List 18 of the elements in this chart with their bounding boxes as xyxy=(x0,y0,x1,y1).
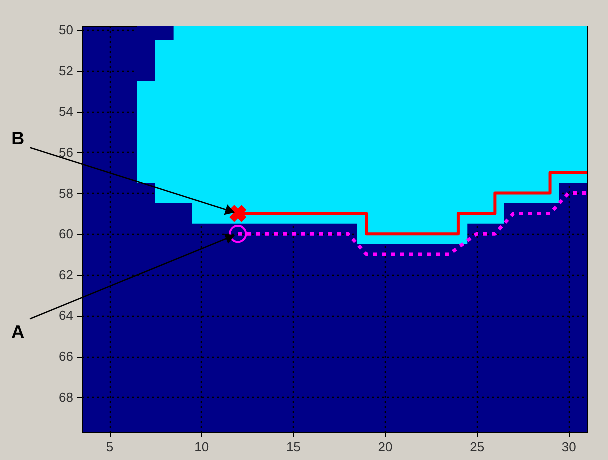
x-tick-label: 30 xyxy=(562,440,576,454)
y-tick-label: 68 xyxy=(59,390,74,405)
x-tick-label: 5 xyxy=(106,440,114,454)
x-tick-label: 25 xyxy=(470,440,485,454)
x-tick-label: 10 xyxy=(194,440,210,454)
y-tick-label: 66 xyxy=(59,349,74,364)
y-tick-label: 54 xyxy=(59,104,74,120)
y-tick-label: 56 xyxy=(59,144,74,160)
y-tick-label: 58 xyxy=(59,186,74,201)
annotation: B xyxy=(12,128,25,149)
y-tick-label: 64 xyxy=(59,308,74,324)
y-tick-label: 52 xyxy=(59,63,74,78)
x-tick-label: 20 xyxy=(378,440,393,454)
y-tick-label: 60 xyxy=(59,226,74,242)
x-tick-label: 15 xyxy=(286,440,301,454)
annotation: A xyxy=(12,322,25,342)
y-tick-label: 62 xyxy=(59,267,74,282)
y-tick-label: 50 xyxy=(59,22,74,38)
